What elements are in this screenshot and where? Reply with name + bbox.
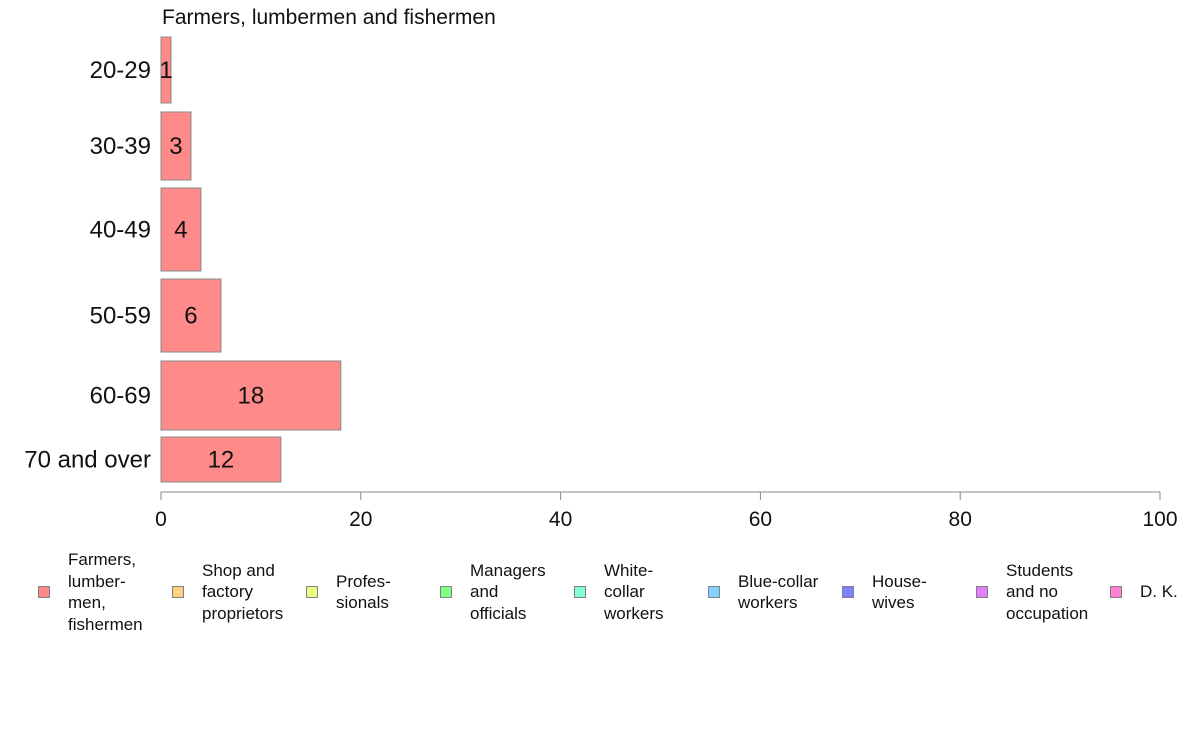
legend-label: Students and no occupation xyxy=(1006,560,1089,623)
legend-swatch xyxy=(306,586,318,598)
legend-label: Managers and officials xyxy=(470,560,546,623)
legend-label: Shop and factory proprietors xyxy=(202,560,284,623)
legend-item: Profes- sionals xyxy=(306,542,391,642)
data-label: 3 xyxy=(169,133,182,160)
data-label: 6 xyxy=(184,303,197,330)
legend-swatch xyxy=(842,586,854,598)
x-tick-label: 80 xyxy=(949,508,972,531)
legend-label: Farmers, lumber- men, fishermen xyxy=(68,550,143,634)
category-label: 20-29 xyxy=(90,57,151,84)
legend-label: D. K. xyxy=(1140,582,1178,602)
legend-swatch xyxy=(708,586,720,598)
legend-item: Farmers, lumber- men, fishermen xyxy=(38,542,143,642)
x-tick-label: 0 xyxy=(155,508,167,531)
legend-swatch xyxy=(574,586,586,598)
legend-item: Students and no occupation xyxy=(976,542,1088,642)
legend-swatch xyxy=(976,586,988,598)
x-tick-label: 100 xyxy=(1142,508,1177,531)
bar-3 xyxy=(160,278,222,353)
legend-item: White- collar workers xyxy=(574,542,664,642)
chart-title: Farmers, lumbermen and fishermen xyxy=(162,6,496,29)
bar-4 xyxy=(160,360,342,431)
category-label: 40-49 xyxy=(90,217,151,244)
data-label: 4 xyxy=(174,217,187,244)
legend-label: Blue-collar workers xyxy=(738,571,819,613)
category-label: 60-69 xyxy=(90,383,151,410)
legend-swatch xyxy=(38,586,50,598)
data-label: 1 xyxy=(159,57,172,84)
legend-item: Blue-collar workers xyxy=(708,542,818,642)
bar-2 xyxy=(160,187,202,272)
data-label: 18 xyxy=(238,383,265,410)
legend-item: Shop and factory proprietors xyxy=(172,542,283,642)
legend-label: White- collar workers xyxy=(604,560,664,623)
category-label: 50-59 xyxy=(90,303,151,330)
x-tick-label: 40 xyxy=(549,508,572,531)
legend-item: House- wives xyxy=(842,542,927,642)
category-label: 70 and over xyxy=(24,447,151,474)
legend: Farmers, lumber- men, fishermen Shop and … xyxy=(38,542,1188,642)
legend-item: D. K. xyxy=(1110,542,1178,642)
bar-chart: Farmers, lumbermen and fishermen 20-29 1 3… xyxy=(24,6,1178,531)
legend-swatch xyxy=(1110,586,1122,598)
bar-5 xyxy=(160,436,282,483)
legend-swatch xyxy=(172,586,184,598)
x-axis: 0 20 40 60 80 100 xyxy=(155,491,1178,531)
x-tick-label: 60 xyxy=(749,508,772,531)
legend-label: Profes- sionals xyxy=(336,571,391,613)
data-label: 12 xyxy=(208,447,235,474)
x-tick-label: 20 xyxy=(349,508,372,531)
bar-0 xyxy=(160,36,172,104)
bars-group: 20-29 1 30-39 3 40-49 4 50-59 6 60-69 18 70 and ov… xyxy=(24,36,342,483)
legend-item: Managers and officials xyxy=(440,542,546,642)
legend-label: House- wives xyxy=(872,571,927,613)
category-label: 30-39 xyxy=(90,133,151,160)
legend-swatch xyxy=(440,586,452,598)
bar-1 xyxy=(160,111,192,181)
